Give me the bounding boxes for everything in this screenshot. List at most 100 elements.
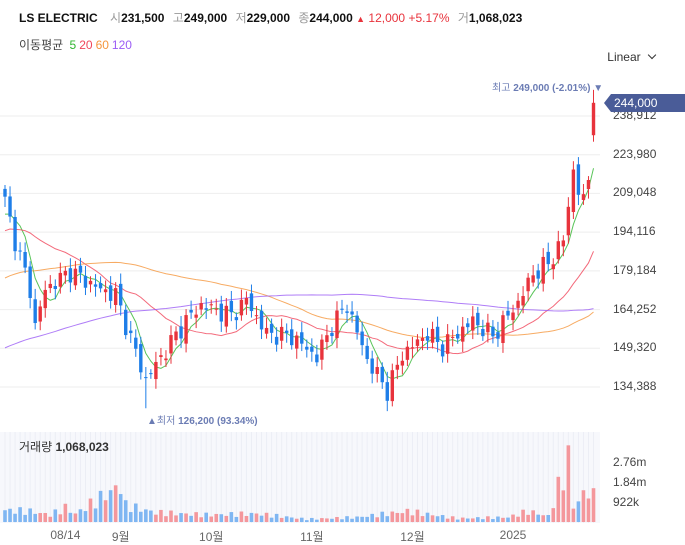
volume-bar: [581, 490, 586, 522]
low-annotation: ▲최저 126,200 (93.34%): [147, 412, 258, 427]
volume-bar: [154, 514, 158, 522]
candle-body: [103, 289, 108, 293]
close-label: 종: [298, 11, 310, 25]
candle-body: [63, 270, 68, 276]
volume-bar: [139, 511, 143, 522]
candle-body: [461, 326, 465, 342]
y-tick-label: 194,116: [613, 224, 656, 239]
ma20-line: [4, 228, 594, 355]
volume-bar: [149, 510, 153, 522]
volume-bar: [481, 519, 485, 522]
candle-body: [410, 347, 415, 349]
candle-body: [325, 335, 329, 343]
volume-bar: [113, 485, 118, 522]
volume-bar: [526, 514, 530, 522]
up-arrow-icon: ▲: [356, 14, 366, 24]
candle-body: [239, 299, 244, 316]
ma-120[interactable]: 120: [111, 38, 132, 52]
low-label: 저: [235, 11, 247, 25]
candle-body: [541, 256, 545, 284]
volume-bar: [48, 516, 53, 522]
high-note-value: 249,000 (-2.01%): [513, 83, 591, 94]
candle-body: [18, 250, 22, 252]
candle-body: [73, 268, 78, 286]
volume-bar: [254, 513, 259, 522]
volume-bar: [43, 512, 48, 522]
candle-body: [450, 336, 455, 338]
volume-bar: [53, 509, 58, 522]
volume-bar: [355, 516, 359, 522]
volume-bar: [184, 513, 188, 522]
ma-5[interactable]: 5: [69, 38, 77, 52]
volume-bar: [350, 518, 354, 522]
candle-body: [269, 323, 274, 333]
volume-bar: [144, 509, 148, 522]
volume-bar: [571, 508, 576, 522]
volume-bar: [189, 515, 193, 522]
candle-body: [305, 346, 309, 350]
candle-body: [400, 360, 405, 366]
volume-bar: [375, 517, 380, 522]
close-value: 244,000: [309, 11, 353, 25]
candle-body: [154, 361, 158, 380]
volume-bar: [249, 512, 254, 522]
high-annotation: 최고 249,000 (-2.01%) ▼: [492, 79, 603, 94]
volume-bar: [340, 519, 344, 522]
volume-bar: [279, 517, 284, 522]
volume-bar: [299, 517, 304, 522]
stock-header: LS ELECTRIC 시231,500 고249,000 저229,000 종…: [19, 9, 522, 26]
volume-bar: [269, 517, 274, 522]
high-value: 249,000: [183, 11, 228, 25]
candle-body: [466, 323, 470, 328]
volume-bar: [164, 516, 168, 522]
candle-body: [264, 327, 269, 334]
volume-bar: [435, 516, 440, 522]
volume-bar: [18, 507, 22, 522]
volume-bar: [315, 519, 319, 522]
candle-body: [93, 284, 98, 287]
candle-body: [581, 194, 586, 200]
candle-body: [586, 179, 591, 189]
candle-body: [445, 334, 450, 354]
low-note-label: 최저: [156, 416, 176, 427]
volume-bar: [8, 508, 12, 522]
open-label: 시: [110, 11, 122, 25]
candle-body: [229, 300, 234, 313]
x-axis-label: 10월: [199, 530, 224, 544]
ma-legend-label: 이동평균: [19, 38, 64, 52]
volume-bar: [294, 518, 299, 522]
candle-body: [234, 317, 239, 321]
candle-body: [390, 370, 395, 402]
volume-bar: [491, 519, 495, 522]
candle-body: [345, 311, 349, 313]
ma-60[interactable]: 60: [95, 38, 109, 52]
ma-20[interactable]: 20: [79, 38, 93, 52]
volume-bar: [385, 516, 390, 522]
volume-bar: [506, 517, 510, 522]
y-tick-label: 149,320: [613, 340, 657, 355]
candle-body: [38, 306, 42, 322]
volume-bar: [425, 512, 430, 522]
candle-body: [259, 310, 264, 330]
candle-body: [194, 314, 198, 318]
x-axis-label: 12월: [400, 530, 425, 544]
volume-bar: [405, 508, 410, 522]
up-arrow-icon: ▲: [147, 416, 157, 427]
candle-body: [576, 164, 581, 195]
candle-body: [551, 264, 555, 270]
candle-body: [496, 332, 500, 339]
candle-body: [375, 367, 379, 374]
ma5-line: [4, 168, 594, 380]
candle-body: [456, 333, 460, 339]
candle-body: [279, 326, 284, 341]
volume-value: 1,068,023: [468, 11, 523, 25]
scale-dropdown[interactable]: Linear: [607, 50, 657, 64]
candle-body: [209, 304, 213, 306]
candle-body: [561, 240, 566, 247]
volume-bar: [118, 494, 123, 522]
candle-body: [134, 337, 138, 349]
candle-body: [516, 300, 520, 308]
candle-body: [506, 310, 510, 316]
candle-body: [169, 335, 173, 354]
